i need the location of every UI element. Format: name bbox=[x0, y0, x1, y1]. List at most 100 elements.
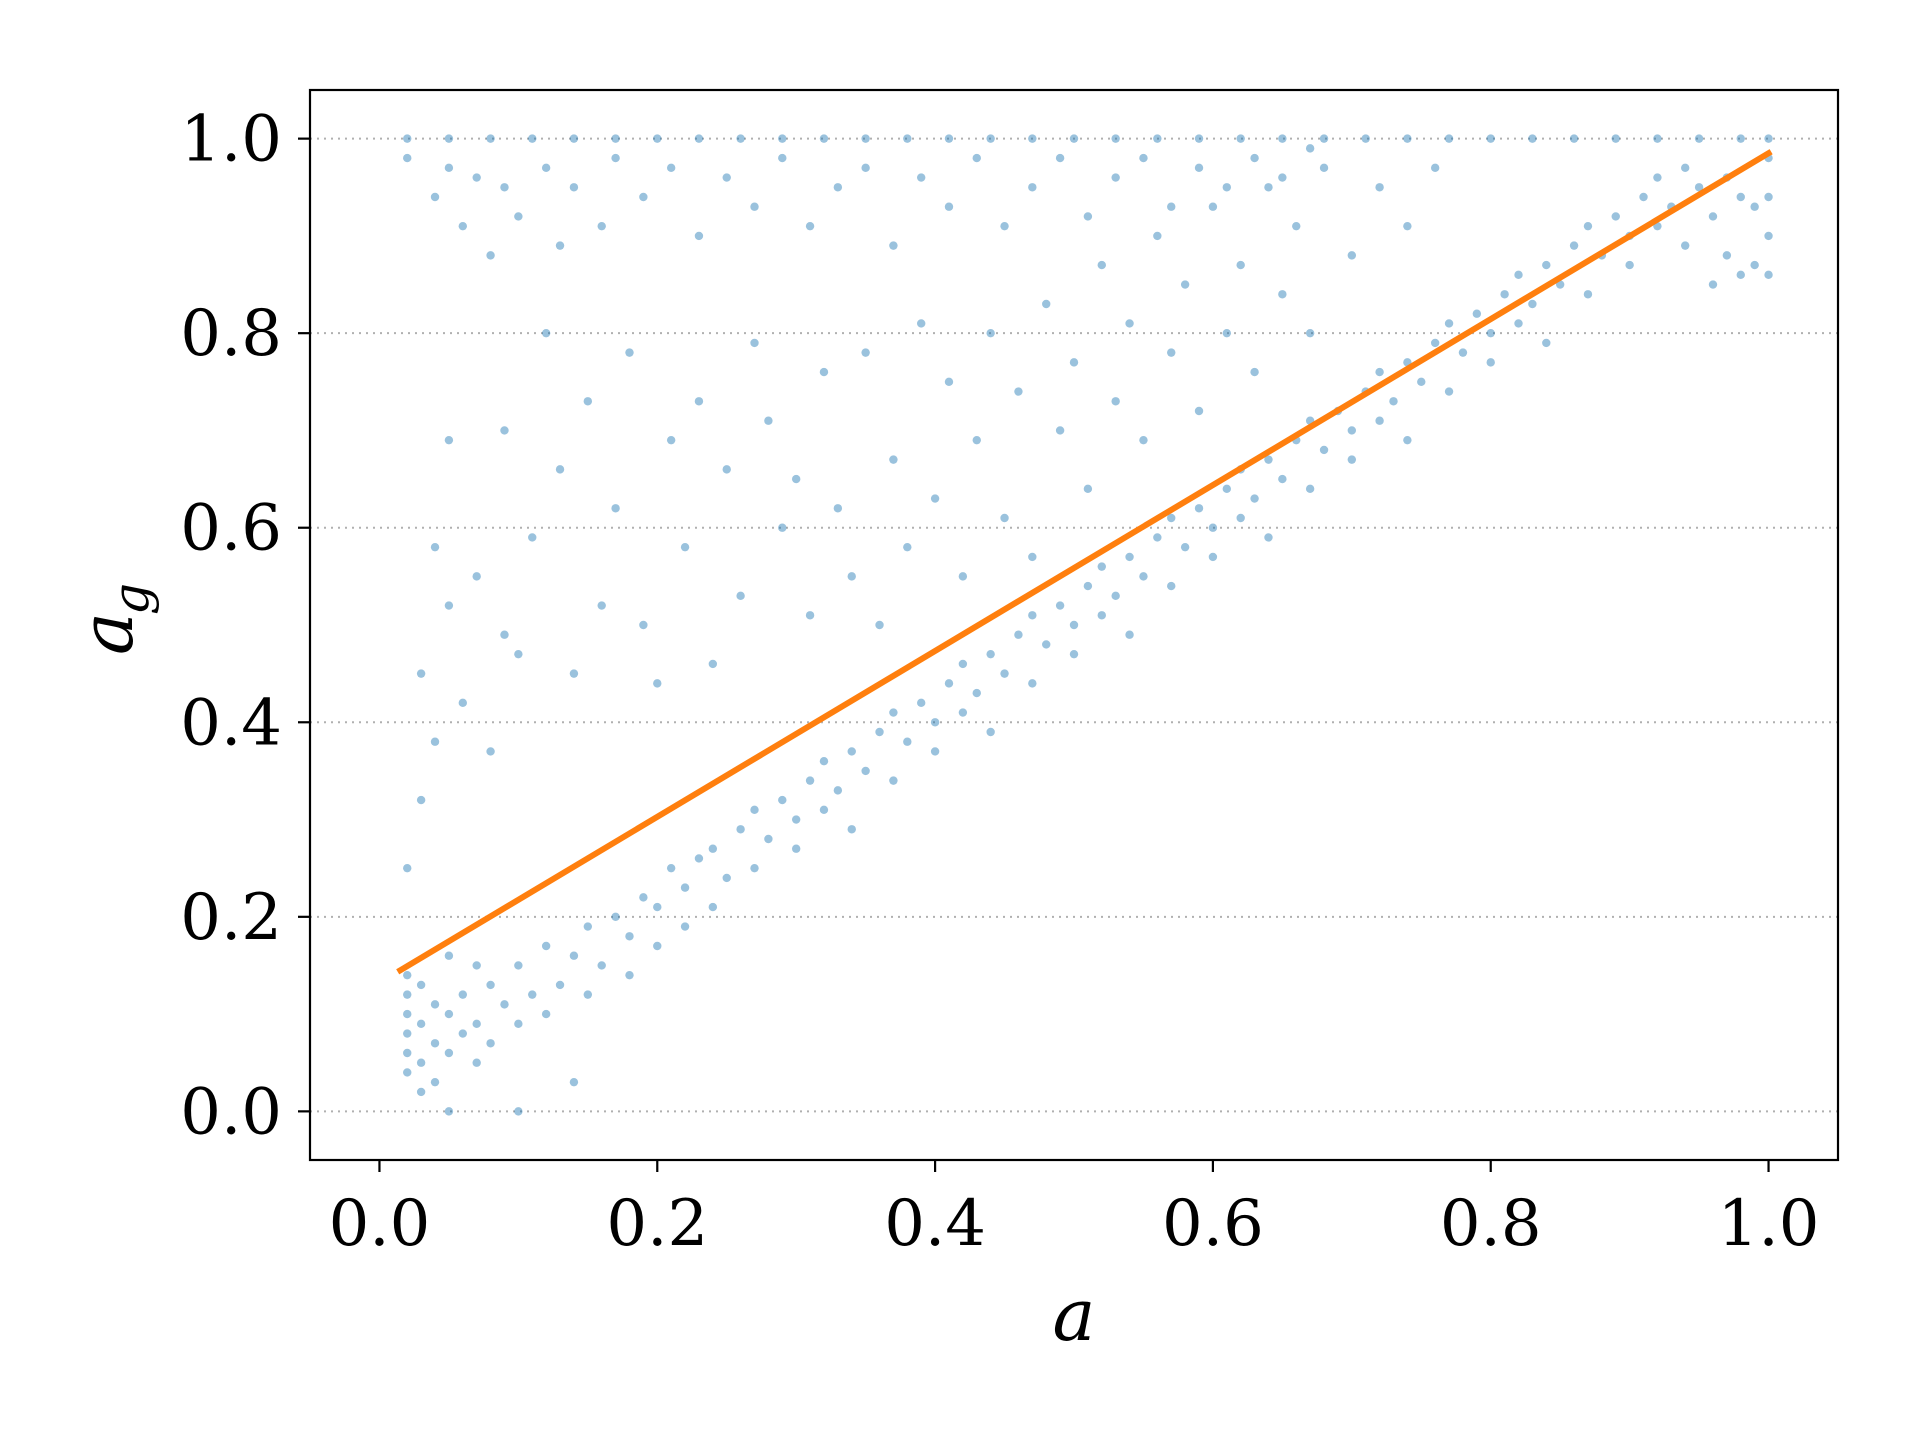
scatter-point bbox=[778, 795, 787, 805]
scatter-point bbox=[1278, 290, 1287, 299]
scatter-point bbox=[1305, 484, 1315, 494]
scatter-point bbox=[403, 153, 412, 163]
scatter-point bbox=[1569, 134, 1579, 143]
scatter-point bbox=[722, 173, 731, 182]
scatter-point bbox=[1208, 202, 1218, 211]
scatter-point bbox=[1347, 251, 1357, 260]
y-grid-lines bbox=[310, 137, 1838, 1113]
scatter-point bbox=[889, 776, 898, 785]
scatter-point bbox=[569, 951, 579, 960]
scatter-point bbox=[805, 776, 815, 785]
scatter-point bbox=[500, 426, 509, 435]
scatter-point bbox=[555, 465, 565, 474]
scatter-point bbox=[403, 1068, 412, 1077]
scatter-point bbox=[1528, 134, 1537, 143]
scatter-point bbox=[1389, 397, 1398, 406]
scatter-point bbox=[1319, 163, 1329, 173]
scatter-point bbox=[1319, 134, 1329, 143]
scatter-point bbox=[1305, 328, 1315, 338]
scatter-point bbox=[1194, 406, 1204, 416]
scatter-point bbox=[1236, 260, 1245, 270]
scatter-point bbox=[472, 572, 481, 581]
scatter-point bbox=[694, 854, 704, 863]
scatter-point bbox=[1708, 280, 1718, 289]
scatter-point bbox=[1264, 183, 1273, 192]
y-tick-label: 0.2 bbox=[180, 881, 282, 955]
scatter-point bbox=[1069, 620, 1079, 630]
scatter-point bbox=[541, 163, 551, 173]
scatter-point bbox=[736, 825, 745, 834]
scatter-point bbox=[1194, 134, 1204, 143]
scatter-point bbox=[569, 183, 579, 192]
scatter-point bbox=[819, 805, 829, 815]
scatter-point bbox=[1222, 183, 1232, 192]
scatter-point bbox=[1111, 397, 1120, 406]
scatter-point bbox=[694, 397, 704, 406]
scatter-point bbox=[1583, 290, 1593, 299]
x-tick-label: 0.0 bbox=[329, 1187, 431, 1261]
scatter-point bbox=[708, 659, 718, 669]
scatter-point bbox=[1736, 270, 1745, 280]
scatter-point bbox=[625, 932, 634, 941]
scatter-point bbox=[666, 863, 676, 873]
scatter-point bbox=[611, 153, 620, 163]
scatter-point bbox=[514, 961, 523, 970]
scatter-point bbox=[416, 1019, 426, 1029]
x-tick-label: 0.6 bbox=[1162, 1187, 1264, 1261]
scatter-point bbox=[653, 941, 662, 951]
scatter-point bbox=[458, 1029, 467, 1038]
scatter-point bbox=[875, 727, 884, 737]
scatter-point bbox=[986, 727, 995, 737]
scatter-point bbox=[611, 134, 620, 143]
scatter-point bbox=[1167, 513, 1176, 523]
scatter-point bbox=[819, 756, 829, 766]
scatter-point bbox=[528, 134, 537, 143]
scatter-point bbox=[403, 863, 412, 873]
scatter-point bbox=[930, 494, 940, 503]
scatter-point bbox=[1042, 640, 1051, 649]
scatter-point bbox=[541, 1009, 551, 1019]
scatter-point bbox=[750, 338, 759, 348]
scatter-point bbox=[917, 319, 926, 328]
scatter-point bbox=[1528, 299, 1537, 309]
scatter-point bbox=[1000, 513, 1009, 523]
scatter-point bbox=[986, 134, 995, 143]
scatter-point bbox=[528, 990, 537, 999]
scatter-point bbox=[680, 542, 690, 552]
scatter-point bbox=[1653, 173, 1662, 182]
scatter-point bbox=[722, 873, 731, 883]
scatter-point bbox=[1236, 513, 1245, 523]
y-tick-label: 0.0 bbox=[180, 1075, 282, 1149]
scatter-point bbox=[597, 961, 606, 970]
scatter-point bbox=[680, 922, 690, 931]
scatter-point bbox=[500, 1000, 509, 1009]
scatter-point bbox=[569, 134, 579, 143]
scatter-point bbox=[778, 153, 787, 163]
scatter-point bbox=[555, 241, 565, 250]
scatter-point bbox=[597, 221, 606, 231]
scatter-point bbox=[541, 328, 551, 338]
scatter-point bbox=[1486, 328, 1495, 338]
scatter-point bbox=[1097, 611, 1106, 620]
scatter-point bbox=[944, 134, 954, 143]
x-axis-label: a bbox=[1053, 1273, 1096, 1357]
scatter-point bbox=[472, 961, 481, 970]
scatter-point bbox=[653, 902, 662, 912]
scatter-point bbox=[1444, 319, 1454, 328]
scatter-point bbox=[944, 679, 954, 688]
scatter-point bbox=[611, 912, 620, 922]
y-axis-label-subscript: g bbox=[102, 583, 160, 615]
scatter-point bbox=[569, 1077, 579, 1087]
scatter-point bbox=[778, 523, 787, 532]
scatter-point bbox=[666, 435, 676, 445]
scatter-point bbox=[694, 134, 704, 143]
scatter-point bbox=[666, 163, 676, 173]
scatter-point bbox=[1764, 192, 1773, 202]
scatter-point bbox=[944, 377, 954, 387]
scatter-point bbox=[514, 1019, 523, 1029]
scatter-point bbox=[486, 251, 495, 260]
scatter-point bbox=[1611, 134, 1620, 143]
x-tick-label: 0.4 bbox=[884, 1187, 986, 1261]
